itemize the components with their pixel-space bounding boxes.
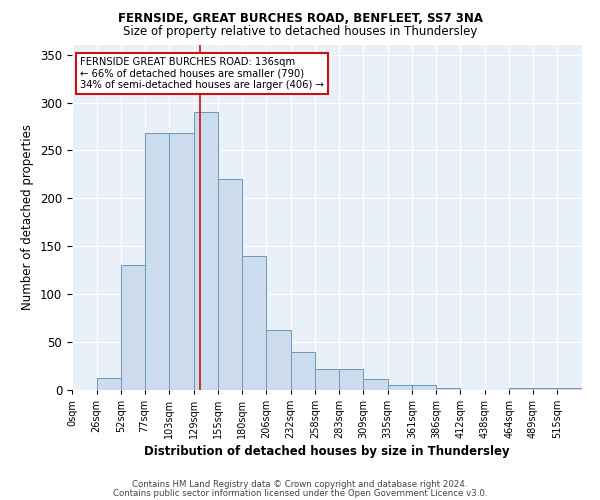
Bar <box>533 388 557 390</box>
Bar <box>242 256 266 390</box>
Bar <box>412 385 436 390</box>
Text: FERNSIDE, GREAT BURCHES ROAD, BENFLEET, SS7 3NA: FERNSIDE, GREAT BURCHES ROAD, BENFLEET, … <box>118 12 482 26</box>
Bar <box>315 369 339 390</box>
Bar <box>436 388 460 390</box>
Bar <box>169 133 194 390</box>
Bar <box>194 112 218 390</box>
Text: Size of property relative to detached houses in Thundersley: Size of property relative to detached ho… <box>123 25 477 38</box>
Text: FERNSIDE GREAT BURCHES ROAD: 136sqm
← 66% of detached houses are smaller (790)
3: FERNSIDE GREAT BURCHES ROAD: 136sqm ← 66… <box>80 57 323 90</box>
Bar <box>388 385 412 390</box>
Y-axis label: Number of detached properties: Number of detached properties <box>22 124 34 310</box>
Bar <box>97 378 121 390</box>
Bar <box>218 179 242 390</box>
Bar <box>121 266 145 390</box>
Bar <box>557 388 582 390</box>
X-axis label: Distribution of detached houses by size in Thundersley: Distribution of detached houses by size … <box>144 446 510 458</box>
Bar <box>339 369 363 390</box>
Bar <box>363 378 388 390</box>
Text: Contains HM Land Registry data © Crown copyright and database right 2024.: Contains HM Land Registry data © Crown c… <box>132 480 468 489</box>
Bar <box>509 388 533 390</box>
Bar <box>266 330 291 390</box>
Bar <box>291 352 315 390</box>
Bar <box>145 133 169 390</box>
Text: Contains public sector information licensed under the Open Government Licence v3: Contains public sector information licen… <box>113 489 487 498</box>
